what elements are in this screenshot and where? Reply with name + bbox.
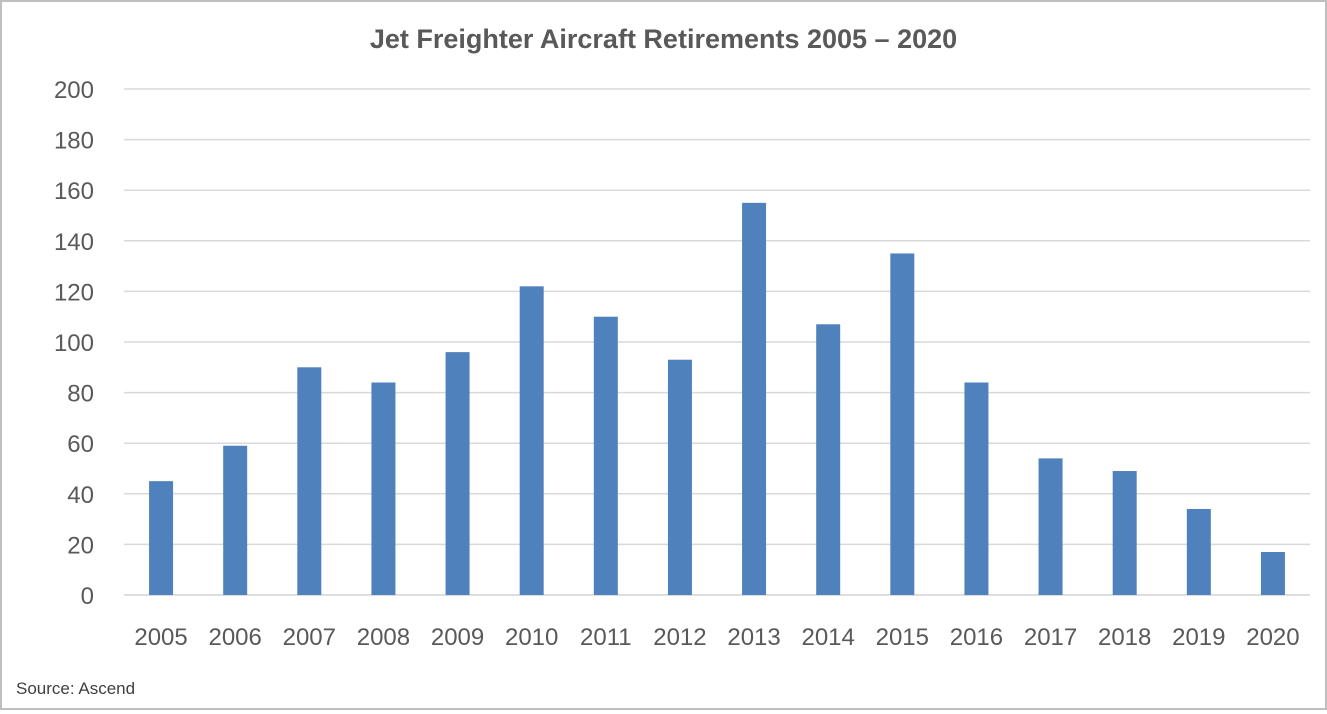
x-tick-label: 2012 bbox=[653, 624, 706, 651]
x-axis-ticks: 2005 2006 2007 2008 2009 2010 2011 2012 2013 2014… bbox=[134, 624, 1299, 651]
x-tick-label: 2005 bbox=[134, 624, 187, 651]
bar-2016 bbox=[964, 382, 989, 595]
x-tick-label: 2010 bbox=[505, 624, 558, 651]
y-tick-label: 20 bbox=[67, 532, 94, 559]
source-note: Source: Ascend bbox=[16, 679, 136, 698]
y-axis-ticks: 0 20 40 60 80 100 120 140 160 180 200 bbox=[54, 77, 94, 610]
bar-2005 bbox=[149, 481, 174, 595]
bar-2007 bbox=[297, 367, 322, 595]
y-tick-label: 40 bbox=[67, 482, 94, 509]
bar-2017 bbox=[1038, 458, 1063, 595]
bar-2018 bbox=[1112, 471, 1137, 595]
bar-2020 bbox=[1260, 551, 1285, 595]
x-tick-label: 2014 bbox=[801, 624, 854, 651]
x-tick-label: 2006 bbox=[208, 624, 261, 651]
y-tick-label: 160 bbox=[54, 178, 94, 205]
x-tick-label: 2009 bbox=[431, 624, 484, 651]
bar-2012 bbox=[667, 359, 692, 595]
bars bbox=[149, 202, 1285, 595]
x-tick-label: 2018 bbox=[1098, 624, 1151, 651]
y-tick-label: 140 bbox=[54, 229, 94, 256]
y-tick-label: 0 bbox=[81, 583, 94, 610]
y-tick-label: 60 bbox=[67, 431, 94, 458]
y-tick-label: 120 bbox=[54, 279, 94, 306]
bar-2010 bbox=[519, 286, 544, 595]
bar-2014 bbox=[816, 324, 841, 595]
x-tick-label: 2017 bbox=[1024, 624, 1077, 651]
x-tick-label: 2008 bbox=[357, 624, 410, 651]
x-tick-label: 2013 bbox=[727, 624, 780, 651]
x-tick-label: 2020 bbox=[1246, 624, 1299, 651]
x-tick-label: 2019 bbox=[1172, 624, 1225, 651]
bar-2008 bbox=[371, 382, 396, 595]
x-tick-label: 2015 bbox=[876, 624, 929, 651]
bar-2006 bbox=[223, 445, 248, 595]
bar-2015 bbox=[890, 253, 915, 595]
chart-title: Jet Freighter Aircraft Retirements 2005 … bbox=[369, 24, 958, 54]
x-tick-label: 2011 bbox=[580, 624, 632, 651]
bar-2019 bbox=[1186, 508, 1211, 595]
x-tick-label: 2007 bbox=[283, 624, 336, 651]
bar-2013 bbox=[742, 202, 767, 595]
bar-2011 bbox=[593, 316, 618, 595]
bar-2009 bbox=[445, 352, 470, 595]
y-tick-label: 200 bbox=[54, 77, 94, 104]
gridlines bbox=[124, 88, 1310, 596]
y-tick-label: 180 bbox=[54, 128, 94, 155]
y-tick-label: 100 bbox=[54, 330, 94, 357]
x-tick-label: 2016 bbox=[950, 624, 1003, 651]
y-tick-label: 80 bbox=[67, 381, 94, 408]
